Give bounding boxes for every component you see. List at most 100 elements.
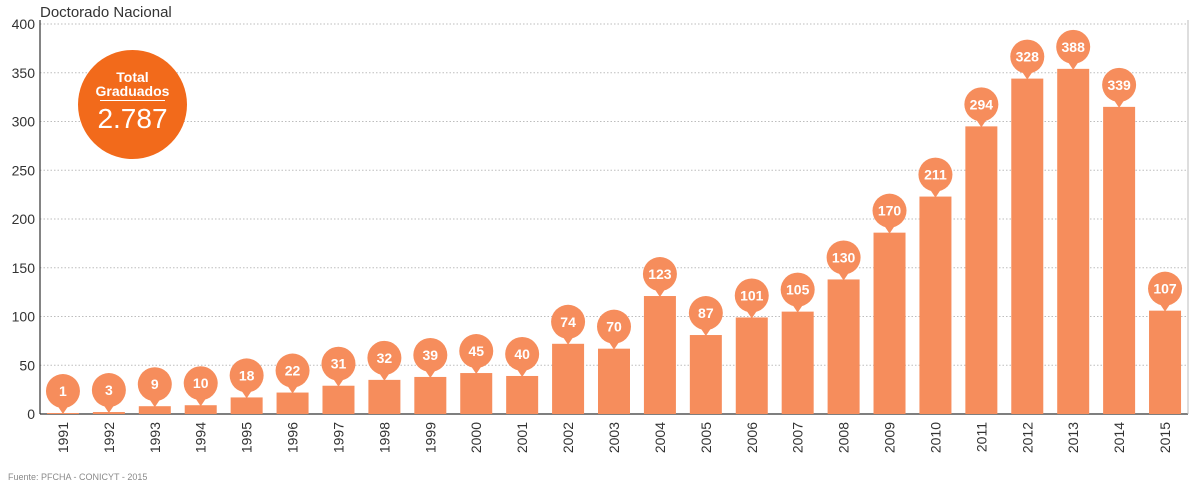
- bar-2015: [1149, 310, 1182, 414]
- data-label: 101: [740, 287, 764, 303]
- data-label: 388: [1062, 39, 1086, 55]
- bar-2006: [735, 317, 768, 414]
- data-label: 294: [970, 96, 994, 112]
- x-tick-label: 1999: [422, 422, 438, 453]
- data-label: 170: [878, 203, 902, 219]
- data-label: 40: [514, 346, 530, 362]
- x-tick-label: 2006: [744, 422, 760, 453]
- data-label: 74: [560, 314, 576, 330]
- bar-1997: [322, 385, 355, 414]
- data-label: 105: [786, 282, 810, 298]
- x-tick-label: 2002: [560, 422, 576, 453]
- total-graduates-label: Total Graduados: [95, 69, 170, 99]
- data-label: 45: [468, 343, 484, 359]
- y-tick-label: 350: [12, 65, 36, 81]
- value-bubble: [964, 87, 999, 122]
- source-note: Fuente: PFCHA - CONICYT - 2015: [8, 472, 148, 482]
- data-label: 31: [331, 356, 347, 372]
- data-label: 32: [377, 350, 393, 366]
- value-bubble: [872, 193, 907, 228]
- chart-title: Doctorado Nacional: [40, 4, 172, 21]
- x-tick-label: 2008: [836, 422, 852, 453]
- x-tick-label: 2004: [652, 422, 668, 453]
- y-tick-label: 0: [27, 406, 35, 422]
- x-tick-label: 2010: [927, 422, 943, 453]
- x-tick-label: 2011: [973, 422, 989, 452]
- value-bubble: [275, 353, 310, 388]
- x-tick-label: 2005: [698, 422, 714, 453]
- bar-1999: [414, 376, 447, 414]
- bar-2005: [689, 335, 722, 414]
- bar-2000: [460, 373, 493, 414]
- x-tick-label: 2003: [606, 422, 622, 453]
- value-bubble: [551, 304, 586, 339]
- x-tick-label: 2015: [1157, 422, 1173, 453]
- bar-2008: [827, 279, 860, 414]
- x-tick-label: 1991: [55, 422, 71, 453]
- value-bubble: [734, 278, 769, 313]
- data-label: 339: [1107, 77, 1131, 93]
- data-label: 211: [924, 167, 947, 183]
- value-bubble: [597, 309, 631, 344]
- bar-2014: [1103, 106, 1136, 414]
- value-bubble: [1102, 67, 1137, 102]
- y-tick-label: 250: [12, 162, 36, 178]
- value-bubble: [367, 340, 402, 375]
- x-tick-label: 2001: [514, 422, 530, 453]
- bar-2010: [919, 196, 952, 414]
- value-bubble: [826, 240, 861, 275]
- x-tick-label: 2007: [790, 422, 806, 453]
- y-tick-label: 50: [19, 357, 35, 373]
- x-tick-label: 2009: [882, 422, 898, 453]
- bar-1994: [184, 405, 217, 414]
- bar-2009: [873, 232, 906, 414]
- data-label: 130: [832, 249, 856, 265]
- data-label: 123: [648, 266, 672, 282]
- x-tick-label: 2014: [1111, 422, 1127, 453]
- bar-2012: [1011, 78, 1044, 414]
- bar-2001: [506, 375, 539, 414]
- bar-2007: [781, 311, 814, 414]
- data-label: 3: [105, 382, 113, 398]
- x-tick-label: 1992: [101, 422, 117, 453]
- bar-2002: [552, 343, 585, 414]
- data-label: 107: [1153, 281, 1177, 297]
- value-bubble: [321, 346, 356, 381]
- data-label: 18: [239, 367, 255, 383]
- bar-2013: [1057, 68, 1090, 414]
- value-bubble: [688, 296, 723, 331]
- data-label: 1: [59, 383, 67, 399]
- data-label: 70: [606, 319, 622, 335]
- y-tick-label: 150: [12, 260, 36, 276]
- total-graduates-badge: Total Graduados 2.787: [78, 50, 187, 159]
- data-label: 39: [423, 347, 439, 363]
- x-tick-label: 1993: [147, 422, 163, 453]
- y-tick-label: 300: [12, 114, 36, 130]
- x-tick-label: 1996: [285, 422, 301, 453]
- x-tick-label: 2012: [1019, 422, 1035, 453]
- x-tick-label: 2000: [468, 422, 484, 453]
- data-label: 22: [285, 363, 301, 379]
- value-bubble: [229, 358, 264, 393]
- bar-1996: [276, 392, 309, 414]
- x-tick-label: 1997: [330, 422, 346, 453]
- x-tick-label: 1994: [193, 422, 209, 453]
- value-bubble: [91, 373, 126, 408]
- value-bubble: [1010, 39, 1045, 74]
- data-label: 328: [1016, 49, 1040, 65]
- value-bubble: [413, 337, 448, 372]
- value-bubble: [505, 336, 540, 371]
- data-label: 9: [151, 376, 159, 392]
- bar-1998: [368, 379, 401, 414]
- x-tick-label: 1995: [239, 422, 255, 453]
- bar-1993: [138, 406, 171, 414]
- bar-2003: [598, 348, 630, 414]
- bar-1995: [230, 397, 263, 414]
- y-tick-label: 200: [12, 211, 36, 227]
- value-bubble: [459, 334, 494, 369]
- data-label: 10: [193, 375, 209, 391]
- value-bubble: [1056, 29, 1091, 64]
- x-tick-label: 2013: [1065, 422, 1081, 453]
